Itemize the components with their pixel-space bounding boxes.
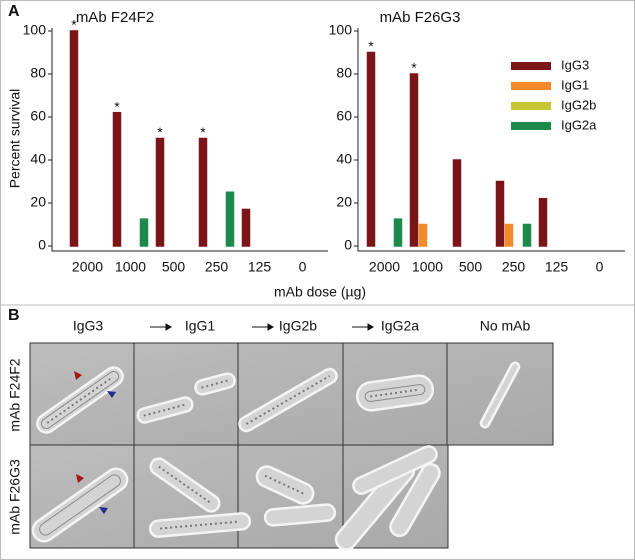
column-header: IgG2a bbox=[381, 318, 419, 334]
bar bbox=[69, 30, 79, 247]
column-header: IgG3 bbox=[73, 318, 104, 334]
significance-mark: * bbox=[157, 124, 163, 140]
bar bbox=[366, 51, 376, 247]
y-tick-label: 80 bbox=[336, 65, 352, 81]
legend-label: IgG2b bbox=[561, 97, 596, 112]
significance-mark: * bbox=[368, 38, 374, 54]
x-tick-label: 2000 bbox=[369, 259, 400, 275]
bar bbox=[452, 159, 462, 247]
x-tick-label: 0 bbox=[596, 259, 604, 275]
panel-label: A bbox=[8, 3, 20, 20]
x-axis-label: mAb dose (µg) bbox=[274, 284, 366, 300]
x-tick-label: 2000 bbox=[72, 259, 103, 275]
legend-label: IgG1 bbox=[561, 77, 589, 92]
y-axis-label: Percent survival bbox=[7, 89, 23, 189]
y-tick-label: 80 bbox=[30, 65, 46, 81]
sequence-arrows bbox=[150, 323, 374, 331]
y-tick-label: 100 bbox=[329, 22, 353, 38]
x-tick-label: 0 bbox=[299, 259, 307, 275]
legend-swatch bbox=[511, 82, 551, 90]
chart-title: mAb F24F2 bbox=[76, 9, 154, 26]
column-header: IgG1 bbox=[185, 318, 216, 334]
significance-mark: * bbox=[71, 17, 77, 33]
legend-swatch bbox=[511, 62, 551, 70]
axis bbox=[51, 28, 328, 252]
chart-title: mAb F26G3 bbox=[380, 9, 461, 26]
panel-label: B bbox=[8, 307, 20, 324]
y-tick-label: 60 bbox=[30, 108, 46, 124]
bar bbox=[418, 223, 428, 247]
x-tick-label: 1000 bbox=[115, 259, 146, 275]
row-label: mAb F26G3 bbox=[7, 459, 23, 535]
y-tick-label: 0 bbox=[38, 237, 46, 253]
significance-mark: * bbox=[114, 98, 120, 114]
column-header: No mAb bbox=[480, 318, 531, 334]
bar bbox=[495, 180, 505, 247]
x-tick-label: 125 bbox=[248, 259, 272, 275]
legend-label: IgG3 bbox=[561, 57, 589, 72]
x-tick-label: 500 bbox=[459, 259, 483, 275]
row-label: mAb F24F2 bbox=[7, 358, 23, 431]
y-tick-label: 0 bbox=[344, 237, 352, 253]
x-tick-label: 250 bbox=[205, 259, 229, 275]
significance-mark: * bbox=[411, 60, 417, 76]
y-tick-label: 60 bbox=[336, 108, 352, 124]
column-header: IgG2b bbox=[279, 318, 317, 334]
bar bbox=[139, 218, 149, 247]
bar bbox=[155, 137, 165, 247]
legend-label: IgG2a bbox=[561, 117, 597, 132]
x-tick-label: 500 bbox=[162, 259, 186, 275]
bar bbox=[112, 111, 122, 247]
y-tick-label: 100 bbox=[23, 22, 47, 38]
y-tick-label: 20 bbox=[30, 194, 46, 210]
significance-mark: * bbox=[200, 124, 206, 140]
axis bbox=[357, 28, 625, 252]
bar bbox=[198, 137, 208, 247]
bar bbox=[504, 223, 514, 247]
bar bbox=[393, 218, 403, 247]
y-tick-label: 40 bbox=[30, 151, 46, 167]
y-tick-label: 20 bbox=[336, 194, 352, 210]
y-tick-label: 40 bbox=[336, 151, 352, 167]
bar bbox=[409, 73, 419, 247]
x-tick-label: 1000 bbox=[412, 259, 443, 275]
bar bbox=[241, 208, 251, 247]
x-tick-label: 250 bbox=[502, 259, 526, 275]
x-tick-label: 125 bbox=[545, 259, 569, 275]
legend-swatch bbox=[511, 122, 551, 130]
bar bbox=[225, 191, 235, 247]
bar bbox=[538, 197, 548, 247]
micrographs bbox=[29, 342, 554, 551]
legend-swatch bbox=[511, 102, 551, 110]
bar bbox=[522, 223, 532, 247]
